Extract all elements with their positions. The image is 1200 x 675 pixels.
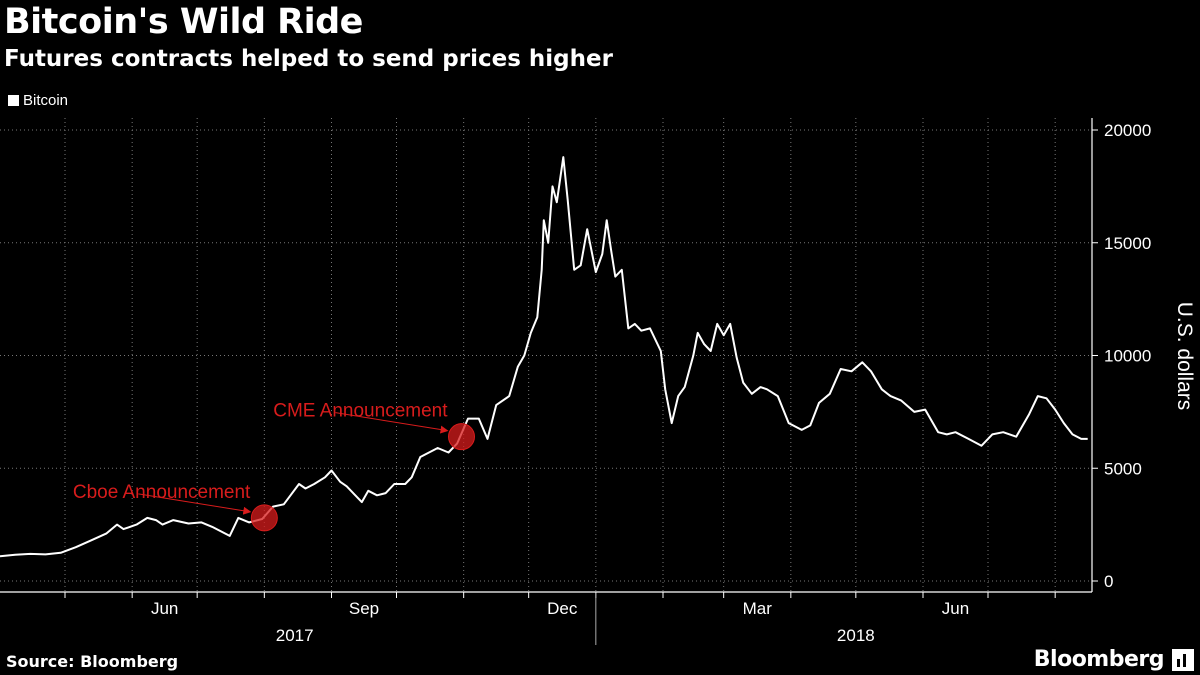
annotation-layer: Cboe Announcement CME Announcement bbox=[73, 401, 475, 532]
year-label: 2017 bbox=[276, 626, 314, 645]
source-note: Source: Bloomberg bbox=[6, 652, 179, 671]
x-tick-label: Sep bbox=[349, 599, 379, 618]
x-tick-label: Jun bbox=[151, 599, 178, 618]
legend-label-bitcoin: Bitcoin bbox=[23, 92, 69, 109]
legend-swatch-bitcoin bbox=[8, 95, 19, 106]
y-tick-label: 10000 bbox=[1104, 347, 1151, 366]
x-tick-label: Mar bbox=[743, 599, 773, 618]
y-tick-label: 0 bbox=[1104, 572, 1113, 591]
annotation-label: CME Announcement bbox=[273, 401, 448, 422]
annotation-label: Cboe Announcement bbox=[73, 482, 251, 503]
chart-legend: Bitcoin bbox=[8, 92, 68, 109]
annotation-arrow bbox=[138, 493, 252, 515]
series-line-bitcoin bbox=[0, 156, 1088, 558]
grid-layer bbox=[0, 118, 1092, 592]
y-axis-label: U.S. dollars bbox=[1173, 302, 1196, 411]
year-label: 2018 bbox=[837, 626, 875, 645]
y-tick-label: 5000 bbox=[1104, 459, 1142, 478]
y-tick-label: 15000 bbox=[1104, 234, 1151, 253]
bloomberg-logo-icon bbox=[1172, 649, 1194, 671]
y-tick-label: 20000 bbox=[1104, 121, 1151, 140]
axis-layer: 0 5000 10000 15000 20000 Jun Sep Dec Mar Jun 2017 2… bbox=[0, 118, 1151, 645]
brand-wordmark: Bloomberg bbox=[1033, 647, 1165, 672]
annotation-arrow bbox=[335, 412, 449, 434]
chart-subtitle: Futures contracts helped to send prices … bbox=[4, 46, 613, 72]
line-layer bbox=[0, 156, 1088, 558]
x-tick-label: Jun bbox=[942, 599, 969, 618]
annotation-marker bbox=[250, 504, 278, 532]
annotation-marker bbox=[448, 423, 475, 451]
x-tick-label: Dec bbox=[547, 599, 578, 618]
chart-title: Bitcoin's Wild Ride bbox=[4, 2, 363, 42]
